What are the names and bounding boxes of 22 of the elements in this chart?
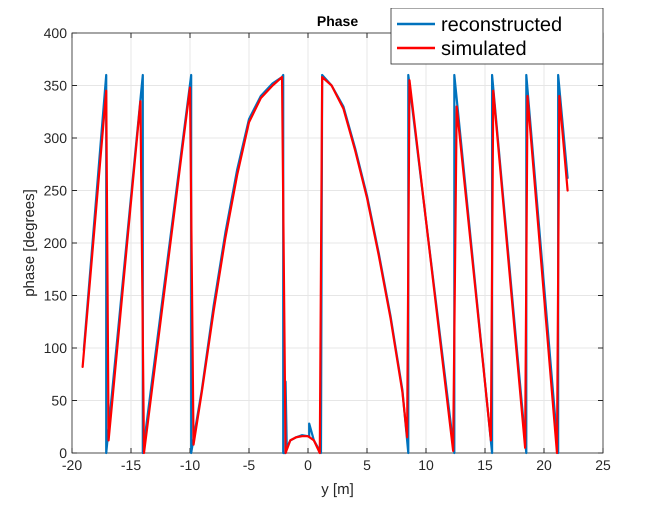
x-tick-label: 25 <box>595 457 611 473</box>
y-tick-label: 300 <box>44 130 68 146</box>
x-tick-label: 15 <box>477 457 493 473</box>
y-tick-label: 100 <box>44 340 68 356</box>
x-tick-label: 0 <box>304 457 312 473</box>
y-axis-title: phase [degrees] <box>21 189 38 297</box>
y-tick-label: 400 <box>44 25 68 41</box>
y-tick-label: 350 <box>44 78 68 94</box>
x-axis-title: y [m] <box>321 481 354 498</box>
x-tick-label: 20 <box>536 457 552 473</box>
chart-title: Phase <box>316 13 358 29</box>
x-tick-label: -5 <box>242 457 256 473</box>
x-tick-label: -15 <box>120 457 142 473</box>
legend-label: simulated <box>441 38 527 60</box>
y-tick-label: 200 <box>44 235 68 251</box>
x-tick-label: 5 <box>363 457 372 473</box>
x-tick-label: 10 <box>418 457 434 473</box>
y-tick-label: 150 <box>44 288 68 304</box>
y-tick-label: 50 <box>51 392 68 408</box>
legend-label: reconstructed <box>441 14 562 36</box>
x-tick-label: -10 <box>180 457 200 473</box>
y-tick-label: 250 <box>44 182 68 198</box>
